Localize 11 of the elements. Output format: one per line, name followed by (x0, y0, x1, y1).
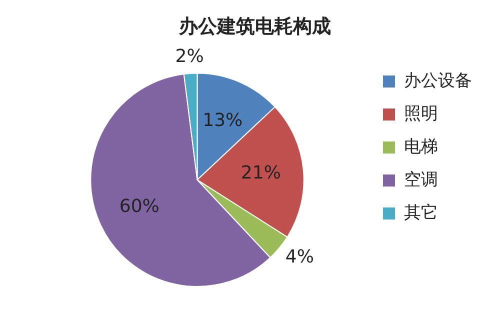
chart-title: 办公建筑电耗构成 (178, 15, 331, 38)
legend-label: 空调 (404, 170, 438, 190)
legend-label: 其它 (404, 202, 438, 223)
legend-label: 办公设备 (404, 70, 472, 91)
data-label: 4% (285, 246, 314, 268)
legend-label: 电梯 (404, 136, 438, 157)
data-label: 21% (240, 162, 281, 184)
data-label: 13% (202, 110, 243, 131)
data-label: 60% (119, 196, 160, 217)
legend-label: 照明 (404, 104, 438, 124)
data-label: 2% (175, 46, 204, 68)
